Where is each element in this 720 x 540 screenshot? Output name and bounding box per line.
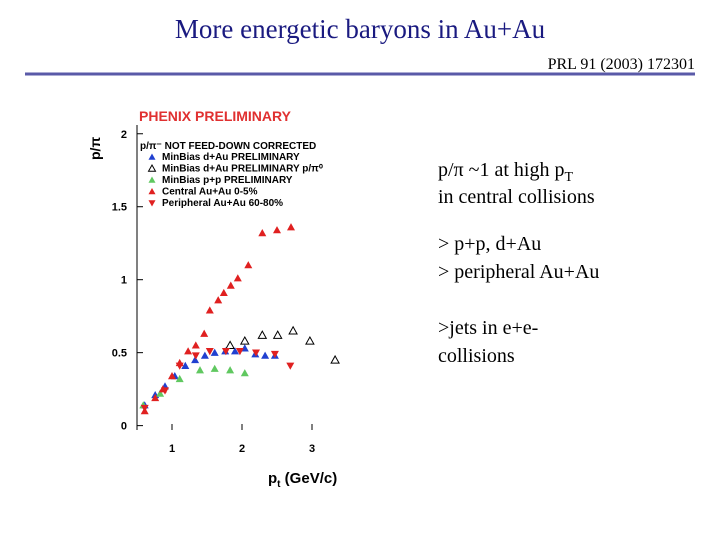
point	[235, 347, 244, 356]
point	[184, 347, 193, 355]
x-tick-label: 1	[169, 443, 175, 455]
note-line: > p+p, d+Au	[438, 233, 541, 255]
point	[210, 364, 219, 372]
note-line: p/π ~1 at high pT	[438, 159, 573, 185]
legend-marker	[148, 153, 156, 160]
point	[270, 350, 279, 359]
point	[258, 228, 267, 237]
point	[161, 387, 169, 395]
y-tick-label: 2	[121, 129, 127, 141]
point	[257, 330, 268, 339]
point	[181, 361, 190, 369]
point	[219, 288, 228, 297]
point	[221, 347, 230, 356]
point	[239, 335, 250, 345]
point	[244, 261, 253, 269]
point	[200, 351, 209, 359]
point	[272, 330, 283, 339]
point	[156, 389, 165, 397]
point	[168, 372, 176, 380]
point	[205, 306, 214, 314]
y-tick-label: 1.5	[112, 202, 127, 214]
note-text: > p+p, d+Au	[438, 233, 541, 255]
point	[286, 362, 295, 370]
note-text: in central collisions	[438, 186, 595, 208]
y-tick-label: 0	[121, 421, 127, 433]
point	[261, 351, 270, 359]
legend-marker	[148, 176, 156, 183]
point	[200, 329, 209, 337]
legend-marker	[148, 188, 156, 195]
point	[191, 352, 200, 360]
legend-marker	[148, 200, 156, 207]
note-line: collisions	[438, 345, 515, 367]
point	[330, 354, 340, 364]
legend-label: MinBias d+Au PRELIMINARY p/π⁰	[162, 164, 323, 175]
point	[226, 281, 235, 289]
point	[140, 404, 149, 413]
note-text: T	[564, 170, 573, 185]
point	[196, 366, 204, 374]
slide-title: More energetic baryons in Au+Au	[175, 14, 546, 44]
note-line: in central collisions	[438, 186, 595, 208]
note-line: > peripheral Au+Au	[438, 261, 599, 283]
point	[231, 347, 239, 355]
point	[287, 223, 295, 231]
legend-label: MinBias p+p PRELIMINARY	[162, 175, 293, 186]
point	[214, 296, 223, 304]
y-tick-label: 1	[121, 275, 127, 287]
note-text: >jets in e+e-	[438, 317, 538, 339]
x-tick-label: 3	[309, 443, 315, 455]
chart-title: PHENIX PRELIMINARY	[139, 108, 292, 124]
point	[175, 374, 184, 383]
point	[205, 347, 214, 356]
point	[175, 362, 184, 370]
point	[226, 366, 235, 374]
note-text: > peripheral Au+Au	[438, 261, 599, 283]
note-line: >jets in e+e-	[438, 317, 538, 339]
point	[240, 369, 249, 377]
reference: PRL 91 (2003) 172301	[548, 56, 695, 73]
legend-label: Peripheral Au+Au 60-80%	[162, 198, 283, 209]
point	[210, 348, 219, 356]
point	[151, 393, 160, 402]
legend-label: MinBias d+Au PRELIMINARY	[162, 152, 300, 163]
x-tick-label: 2	[239, 443, 245, 455]
legend-title: p/π⁻ NOT FEED-DOWN CORRECTED	[140, 141, 316, 152]
point	[305, 335, 315, 345]
point	[225, 340, 235, 350]
legend-label: Central Au+Au 0-5%	[162, 187, 258, 198]
x-axis-label: pt (GeV/c)	[268, 470, 337, 490]
y-tick-label: 0.5	[112, 348, 127, 360]
note-text: collisions	[438, 345, 515, 367]
point	[191, 355, 200, 364]
point	[233, 274, 242, 282]
point	[273, 226, 281, 234]
point	[288, 325, 298, 335]
y-axis-label: p/π	[87, 137, 103, 160]
point	[191, 341, 200, 349]
legend-marker	[147, 163, 157, 172]
point	[252, 349, 260, 357]
note-text: p/π ~1 at high p	[438, 159, 564, 181]
